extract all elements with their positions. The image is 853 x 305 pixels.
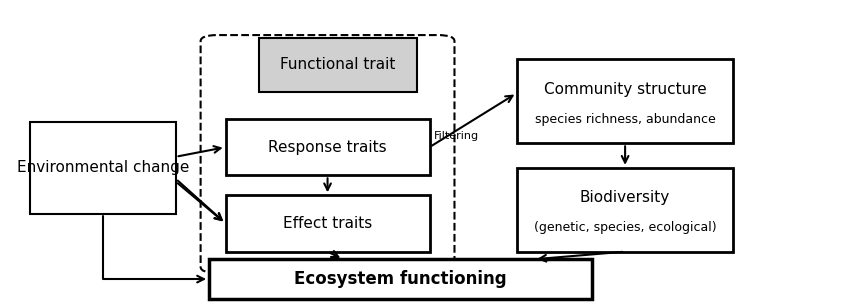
Text: Filtering: Filtering xyxy=(433,131,479,141)
Text: Effect traits: Effect traits xyxy=(282,216,372,231)
FancyBboxPatch shape xyxy=(516,59,733,143)
FancyBboxPatch shape xyxy=(225,195,429,252)
Text: Functional trait: Functional trait xyxy=(280,57,395,72)
FancyBboxPatch shape xyxy=(225,119,429,175)
Text: Environmental change: Environmental change xyxy=(16,160,189,175)
Text: Response traits: Response traits xyxy=(268,140,386,155)
Text: Community structure: Community structure xyxy=(543,82,705,97)
Text: Ecosystem functioning: Ecosystem functioning xyxy=(293,270,506,288)
FancyBboxPatch shape xyxy=(30,122,176,214)
FancyBboxPatch shape xyxy=(258,38,416,92)
FancyBboxPatch shape xyxy=(209,259,591,299)
Text: species richness, abundance: species richness, abundance xyxy=(534,113,715,126)
FancyBboxPatch shape xyxy=(516,168,733,252)
Text: Biodiversity: Biodiversity xyxy=(579,190,670,205)
Text: (genetic, species, ecological): (genetic, species, ecological) xyxy=(533,221,716,235)
